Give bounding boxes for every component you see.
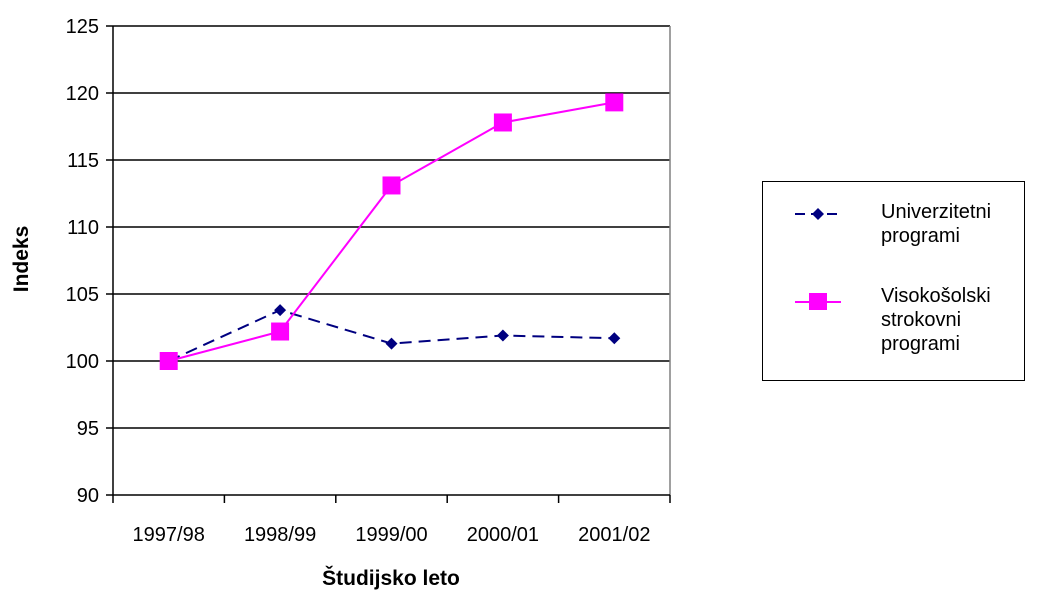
point-1-2001/02 [605, 93, 624, 112]
tick-labels: 90 95 100 105 110 115 120 125 1997/98 1998/99 1999… [66, 16, 651, 546]
x-tick-label-2000/01: 2000/01 [467, 524, 539, 546]
legend-swatch-visokosolski [795, 293, 841, 310]
point-0-1999/00 [385, 337, 398, 350]
series-line-0 [168, 309, 615, 362]
point-1-1997/98 [159, 352, 178, 370]
y-tick-label-100: 100 [66, 351, 99, 373]
x-tick-label-1998/99: 1998/99 [244, 524, 316, 546]
y-tick-label-90: 90 [77, 485, 99, 507]
y-tick-label-95: 95 [77, 418, 99, 440]
series-layer [159, 93, 624, 370]
y-tick-label-115: 115 [67, 150, 99, 172]
series-1 [159, 93, 624, 370]
x-tick-label-1997/98: 1997/98 [133, 524, 205, 546]
legend-label-univerzitetni: Univerzitetni programi [881, 201, 992, 247]
x-tick-label-1999/00: 1999/00 [355, 524, 427, 546]
x-axis-title: Študijsko leto [322, 566, 460, 590]
legend: Univerzitetni programi Visokošolski stro… [762, 181, 1025, 381]
y-tick-label-105: 105 [66, 284, 99, 306]
legend-label-visokosolski: Visokošolski strokovni programi [881, 285, 991, 355]
point-1-1999/00 [382, 176, 401, 195]
series-line-1 [168, 101, 615, 362]
x-tick-label-2001/02: 2001/02 [578, 524, 650, 546]
point-0-2000/01 [496, 329, 509, 342]
legend-swatch-univerzitetni [795, 208, 841, 220]
axes [106, 25, 671, 503]
point-0-2001/02 [608, 332, 621, 345]
point-0-1998/99 [274, 304, 287, 317]
y-tick-label-110: 110 [67, 217, 99, 239]
y-axis-title: Indeks [10, 226, 33, 293]
grid-lines [113, 25, 670, 429]
series-0 [162, 304, 621, 367]
point-1-2000/01 [493, 113, 512, 132]
point-1-1998/99 [271, 322, 290, 341]
y-tick-label-125: 125 [66, 16, 99, 38]
y-tick-label-120: 120 [66, 83, 99, 105]
